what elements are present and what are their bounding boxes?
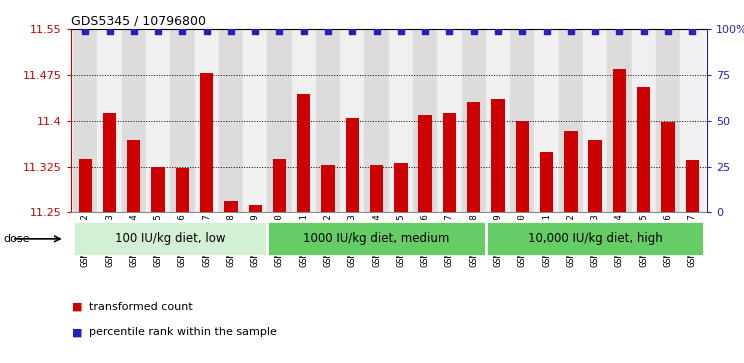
Bar [486,29,510,212]
Bar [394,163,408,212]
Bar [418,115,432,212]
Bar [655,29,680,212]
Bar [273,159,286,212]
Point [589,28,601,34]
Point [443,28,455,34]
Point [152,28,164,34]
Bar [340,29,365,212]
Point [176,28,188,34]
Point [80,28,92,34]
Bar [370,165,383,212]
Bar [632,29,655,212]
Point [419,28,431,34]
Text: transformed count: transformed count [89,302,192,312]
Bar [200,73,214,212]
Bar [292,29,316,212]
Bar [516,121,529,212]
Bar [559,29,583,212]
Bar [443,113,456,212]
Bar [243,29,267,212]
Bar [73,221,267,256]
Bar [491,99,504,212]
Point [298,28,310,34]
Point [614,28,626,34]
Point [492,28,504,34]
Bar [127,140,141,212]
Point [565,28,577,34]
Text: percentile rank within the sample: percentile rank within the sample [89,327,277,337]
Bar [661,122,675,212]
Bar [176,168,189,212]
Bar [122,29,146,212]
Text: ■: ■ [72,302,83,312]
Bar [486,221,705,256]
Point [103,28,115,34]
Point [686,28,698,34]
Text: 1000 IU/kg diet, medium: 1000 IU/kg diet, medium [304,232,450,245]
Point [468,28,480,34]
Bar [297,94,310,212]
Bar [540,152,554,212]
Bar [103,113,116,212]
Bar [316,29,340,212]
Point [249,28,261,34]
Point [322,28,334,34]
Point [541,28,553,34]
Point [662,28,674,34]
Bar [224,201,237,212]
Point [371,28,382,34]
Bar [170,29,194,212]
Bar [267,221,486,256]
Bar [219,29,243,212]
Text: 100 IU/kg diet, low: 100 IU/kg diet, low [115,232,225,245]
Point [128,28,140,34]
Bar [437,29,461,212]
Point [395,28,407,34]
Point [638,28,650,34]
Bar [461,29,486,212]
Bar [680,29,705,212]
Bar [267,29,292,212]
Bar [685,160,699,212]
Bar [346,118,359,212]
Point [274,28,286,34]
Bar [146,29,170,212]
Text: GDS5345 / 10796800: GDS5345 / 10796800 [71,15,205,28]
Bar [413,29,437,212]
Bar [510,29,534,212]
Point [201,28,213,34]
Bar [589,140,602,212]
Text: dose: dose [4,234,31,244]
Bar [388,29,413,212]
Bar [613,69,626,212]
Point [347,28,359,34]
Bar [73,29,97,212]
Bar [467,102,481,212]
Bar [79,159,92,212]
Bar [194,29,219,212]
Bar [248,205,262,212]
Bar [637,87,650,212]
Bar [564,131,577,212]
Text: 10,000 IU/kg diet, high: 10,000 IU/kg diet, high [527,232,662,245]
Bar [152,167,164,212]
Text: ■: ■ [72,327,83,337]
Bar [583,29,607,212]
Bar [365,29,388,212]
Point [516,28,528,34]
Bar [534,29,559,212]
Point [225,28,237,34]
Bar [321,165,335,212]
Bar [97,29,122,212]
Bar [607,29,632,212]
